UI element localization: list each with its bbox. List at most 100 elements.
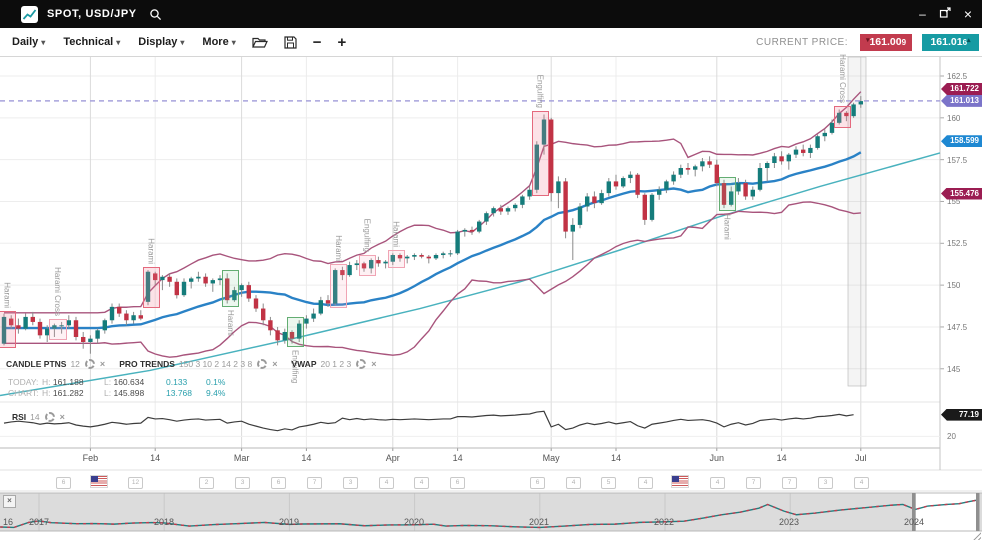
pattern-label: Engulfing (290, 349, 300, 384)
pattern-box-harami (0, 310, 17, 349)
close-icon[interactable]: × (371, 359, 377, 369)
navigator-window-handle[interactable] (912, 493, 916, 531)
close-icon[interactable]: × (99, 359, 106, 369)
calendar-event-icon[interactable]: 3 (818, 477, 833, 489)
price-tick-label: 162.5 (947, 72, 968, 81)
price-badge-155.476: 155.476 (941, 187, 982, 200)
close-icon[interactable]: × (272, 359, 278, 369)
calendar-event-icon[interactable]: 5 (601, 477, 616, 489)
calendar-event-icon[interactable]: 4 (414, 477, 429, 489)
calendar-event-icon[interactable]: 7 (746, 477, 761, 489)
pattern-box-harami (222, 270, 240, 307)
candle-patterns-indicator[interactable]: CANDLE PTNS (6, 359, 67, 369)
pattern-label: Harami (146, 238, 156, 265)
calendar-event-icon[interactable]: 3 (235, 477, 250, 489)
chevron-down-icon: ▾ (116, 38, 121, 47)
time-tick-label: Jun (709, 453, 725, 463)
navigator-close-button[interactable]: × (3, 495, 16, 508)
pattern-label: Harami Cross (837, 54, 847, 104)
calendar-event-icon[interactable]: 12 (128, 477, 143, 489)
calendar-event-icon[interactable]: 7 (782, 477, 797, 489)
menu-more[interactable]: More ▾ (202, 36, 236, 48)
zoom-in-button[interactable]: + (337, 33, 347, 51)
menu-display[interactable]: Display ▾ (138, 36, 185, 48)
restore-button[interactable] (939, 7, 951, 21)
navigator-year-label: 2017 (28, 517, 50, 527)
close-button[interactable]: × (963, 6, 972, 22)
calendar-event-icon[interactable]: 4 (379, 477, 394, 489)
pattern-box-harami (719, 176, 737, 212)
pattern-box-engulfing (531, 111, 549, 197)
time-tick-label: 14 (610, 453, 622, 463)
calendar-event-icon[interactable]: 6 (450, 477, 465, 489)
navigator-window-handle[interactable] (976, 493, 980, 531)
gear-icon[interactable] (356, 359, 367, 369)
navigator-year-label: 2021 (528, 517, 550, 527)
time-tick-label: Jul (855, 453, 867, 463)
calendar-event-icon[interactable]: 4 (638, 477, 653, 489)
app-logo-icon (21, 5, 38, 23)
search-icon[interactable] (149, 8, 162, 21)
navigator-year-label: 2022 (653, 517, 675, 527)
calendar-event-icon[interactable]: 4 (566, 477, 581, 489)
gear-icon[interactable] (257, 359, 268, 369)
gear-icon[interactable] (84, 359, 95, 369)
price-tick-label: 150 (947, 281, 961, 291)
calendar-event-icon[interactable]: 7 (307, 477, 322, 489)
chevron-down-icon: ▾ (231, 38, 236, 47)
up-arrow-icon: ▴ (967, 36, 971, 44)
pattern-label: Harami (2, 281, 12, 308)
price-tick-label: 155 (947, 197, 961, 207)
chart-stats-row: CHART: H: 161.282 L: 145.898 13.768 9.4% (8, 388, 226, 398)
pattern-box-engulfing (359, 255, 377, 277)
calendar-event-icon[interactable]: 2 (199, 477, 214, 489)
price-tick-label: 147.5 (947, 322, 968, 332)
time-tick-label: 14 (452, 453, 463, 463)
navigator-year-label: 2019 (278, 517, 300, 527)
pattern-label: Harami (225, 309, 235, 336)
navigator-year-label: 2018 (153, 517, 175, 527)
open-folder-icon[interactable] (251, 36, 268, 49)
pattern-box-harami (143, 267, 161, 309)
pattern-box-harami (387, 250, 405, 269)
navigator-year-label: 16 (2, 517, 14, 527)
rsi-value-badge: 77.19 (941, 408, 982, 421)
navigator-year-label: 2024 (903, 517, 925, 527)
pattern-label: Harami (391, 221, 401, 248)
us-flag-icon[interactable] (671, 475, 689, 488)
calendar-event-icon[interactable]: 6 (530, 477, 545, 489)
calendar-event-icon[interactable]: 4 (854, 477, 869, 489)
time-tick-label: 14 (301, 453, 312, 463)
calendar-event-icon[interactable]: 4 (710, 477, 725, 489)
time-tick-label: Feb (82, 453, 99, 463)
close-icon[interactable]: × (59, 412, 65, 422)
save-icon[interactable] (284, 35, 297, 49)
indicator-toolbar: CANDLE PTNS 12 × PRO TRENDS 150 3 10 2 1… (6, 359, 377, 369)
time-tick-label: May (542, 453, 560, 463)
current-price-area: CURRENT PRICE: ▾161.009 161.016▴ (756, 28, 980, 56)
time-tick-label: Mar (233, 453, 250, 463)
price-badge-158.599: 158.599 (941, 135, 982, 148)
navigator-year-label: 2020 (403, 517, 425, 527)
ask-price-badge: 161.016▴ (922, 33, 979, 51)
pattern-box-engulfing (287, 317, 305, 347)
menu-technical[interactable]: Technical ▾ (63, 36, 121, 48)
us-flag-icon[interactable] (90, 475, 108, 488)
rsi-toolbar: RSI 14 × (12, 412, 65, 422)
chevron-down-icon: ▾ (180, 38, 185, 47)
menu-daily[interactable]: Daily ▾ (12, 36, 46, 48)
calendar-event-icon[interactable]: 3 (343, 477, 358, 489)
calendar-event-icon[interactable]: 6 (56, 477, 71, 489)
pro-trends-indicator[interactable]: PRO TRENDS (119, 359, 175, 369)
zoom-out-button[interactable]: − (312, 33, 322, 51)
price-badge-161.722: 161.722 (941, 83, 982, 96)
gear-icon[interactable] (44, 412, 55, 422)
vwap-indicator[interactable]: VWAP (291, 359, 317, 369)
rsi-indicator[interactable]: RSI (12, 412, 27, 422)
calendar-event-icon[interactable]: 6 (271, 477, 286, 489)
pattern-label: Engulfing (535, 75, 545, 109)
resize-handle-icon[interactable] (973, 532, 981, 540)
minimize-button[interactable]: – (919, 7, 926, 21)
